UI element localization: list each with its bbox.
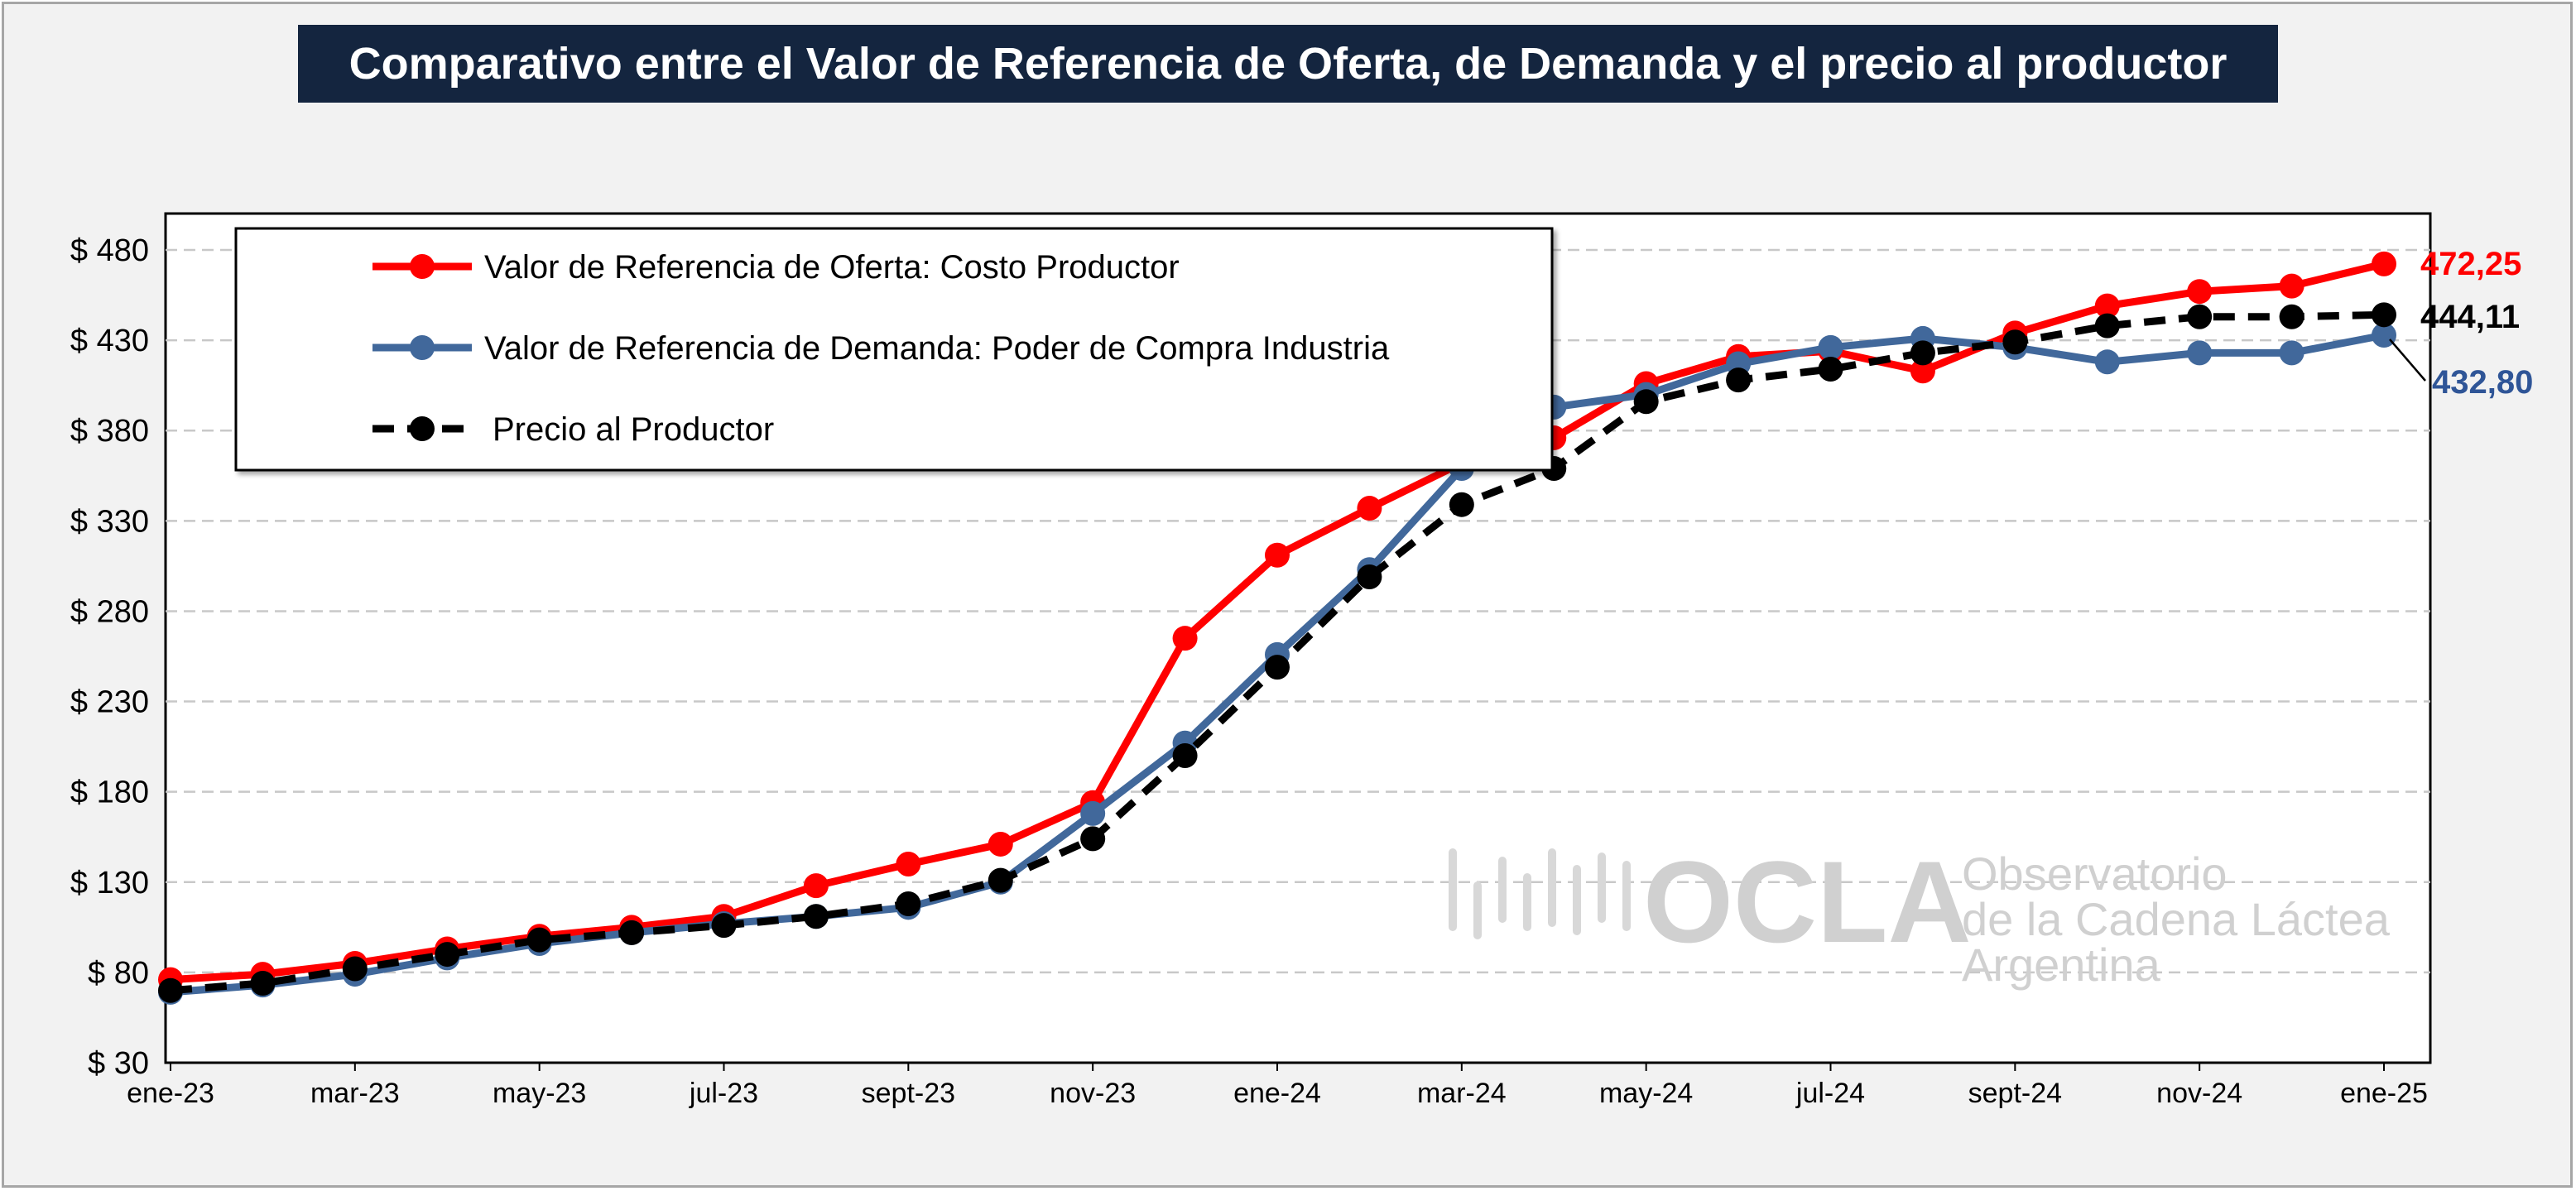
data-point-oferta [2187,279,2213,305]
watermark-line3: Argentina [1962,939,2161,991]
data-point-productor [896,891,921,916]
data-point-productor [619,920,645,945]
y-tick-label: $ 380 [70,414,149,449]
data-point-oferta [2094,293,2120,319]
data-point-productor [2372,302,2396,328]
x-tick-label: sept-24 [1968,1078,2062,1109]
x-tick-label: mar-24 [1417,1078,1507,1109]
chart-title-box: Comparativo entre el Valor de Referencia… [298,25,2278,103]
legend-items: Valor de Referencia de Oferta: Costo Pro… [372,249,1390,448]
data-point-productor [435,942,460,968]
watermark-line2: de la Cadena Láctea [1962,893,2391,945]
chart-title: Comparativo entre el Valor de Referencia… [348,39,2228,89]
y-tick-label: $ 230 [70,685,149,720]
x-tick-label: ene-23 [127,1078,214,1109]
x-tick-label: ene-24 [1233,1078,1321,1109]
data-point-demanda [1080,800,1106,826]
x-axis-ticks: ene-23 mar-23 may-23 jul-23 sept-23 nov-23 ene… [127,1063,2428,1109]
y-axis-ticks: $ 480 $ 430 $ 380 $ 330 $ 280 $ 230 $ 180 $ 130… [70,233,149,1081]
data-point-oferta [1265,542,1290,568]
end-label-productor: 444,11 [2420,299,2520,335]
legend-swatch-marker [410,254,435,279]
data-point-productor [158,977,183,1003]
x-tick-label: mar-23 [310,1078,400,1109]
y-tick-label: $ 280 [70,594,149,629]
legend: Valor de Referencia de Oferta: Costo Pro… [234,227,1554,472]
y-tick-label: $ 80 [88,956,149,991]
data-point-productor [1726,367,1752,393]
data-point-demanda [2187,340,2213,366]
data-point-productor [1265,655,1290,680]
data-point-demanda [2279,340,2304,366]
data-point-oferta [896,851,921,876]
data-point-productor [250,970,276,996]
x-tick-label: jul-23 [689,1078,758,1109]
y-tick-label: $ 480 [70,233,149,268]
data-point-productor [2187,304,2213,329]
watermark-line1: Observatorio [1962,848,2228,900]
x-tick-label: nov-23 [1050,1078,1136,1109]
legend-item-demanda: Valor de Referencia de Demanda: Poder de… [372,330,1390,367]
x-tick-label: may-23 [493,1078,586,1109]
legend-item-oferta: Valor de Referencia de Oferta: Costo Pro… [372,249,1180,286]
data-point-productor [988,867,1013,893]
y-tick-label: $ 180 [70,776,149,810]
data-point-oferta [1910,358,1935,384]
legend-item-productor: Precio al Productor [372,411,774,448]
y-tick-label: $ 430 [70,324,149,358]
data-point-demanda [2372,323,2396,348]
data-point-productor [1910,340,1935,366]
y-tick-label: $ 30 [88,1046,149,1081]
data-point-oferta [2372,251,2396,276]
data-point-oferta [803,873,829,899]
data-point-oferta [1357,496,1382,521]
x-tick-label: ene-25 [2340,1078,2428,1109]
y-tick-label: $ 130 [70,866,149,900]
data-point-productor [1818,357,1843,382]
demanda-label-leader [2389,339,2426,382]
data-point-productor [342,956,368,982]
data-point-productor [803,904,829,929]
data-point-productor [711,913,737,939]
ocla-logo-icon [1449,848,1631,939]
legend-swatch-marker [410,335,435,360]
data-point-demanda [1818,334,1843,360]
data-point-productor [2279,304,2304,329]
data-point-demanda [2094,349,2120,375]
data-point-oferta [2279,273,2304,299]
legend-label: Valor de Referencia de Oferta: Costo Pro… [484,249,1180,286]
data-point-productor [1449,492,1474,517]
data-point-productor [1080,826,1106,852]
series-group [158,251,2396,1005]
legend-swatch-marker [410,416,435,441]
data-point-productor [2094,313,2120,339]
data-point-oferta [988,831,1013,857]
watermark-logo-text: OCLA [1643,837,1972,967]
x-tick-label: jul-24 [1795,1078,1865,1109]
watermark: OCLA Observatorio de la Cadena Láctea Ar… [1449,837,2391,991]
data-point-productor [526,927,552,953]
y-tick-label: $ 330 [70,504,149,539]
data-point-productor [1633,389,1659,415]
data-point-productor [1357,564,1382,589]
end-label-demanda: 432,80 [2432,364,2533,401]
data-point-oferta [1172,626,1198,651]
legend-label: Precio al Productor [493,411,774,448]
data-point-productor [1172,743,1198,769]
x-tick-label: nov-24 [2156,1078,2242,1109]
data-point-productor [2002,329,2028,355]
legend-label: Valor de Referencia de Demanda: Poder de… [484,330,1390,367]
x-tick-label: sept-23 [862,1078,955,1109]
x-tick-label: may-24 [1599,1078,1693,1109]
series-productor [158,302,2396,1003]
end-label-oferta: 472,25 [2420,246,2521,282]
